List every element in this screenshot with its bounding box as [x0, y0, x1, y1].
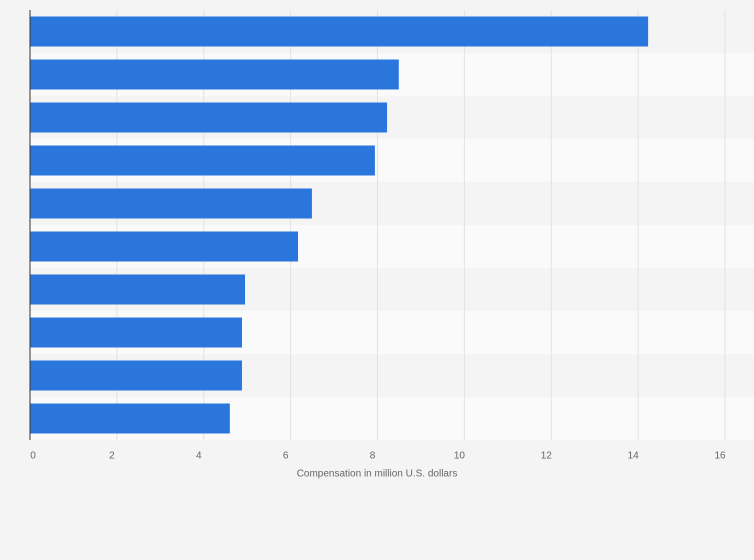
bar — [30, 16, 649, 47]
x-tick-label: 12 — [541, 451, 553, 462]
bar — [30, 102, 388, 133]
x-tick-label: 14 — [628, 451, 640, 462]
bar — [30, 403, 230, 434]
x-tick-label: 16 — [714, 451, 726, 462]
x-tick-label: 4 — [196, 451, 202, 462]
x-tick-label: 10 — [454, 451, 466, 462]
bar — [30, 145, 375, 176]
bar — [30, 317, 242, 348]
bar — [30, 59, 399, 90]
bar — [30, 188, 312, 219]
x-tick-label: 6 — [283, 451, 289, 462]
x-axis-label: Compensation in million U.S. dollars — [297, 469, 458, 480]
bar — [30, 274, 246, 305]
x-tick-label: 8 — [370, 451, 376, 462]
x-tick-label: 2 — [109, 451, 115, 462]
bar — [30, 360, 242, 391]
x-tick-label: 0 — [30, 451, 36, 462]
bar — [30, 231, 299, 262]
